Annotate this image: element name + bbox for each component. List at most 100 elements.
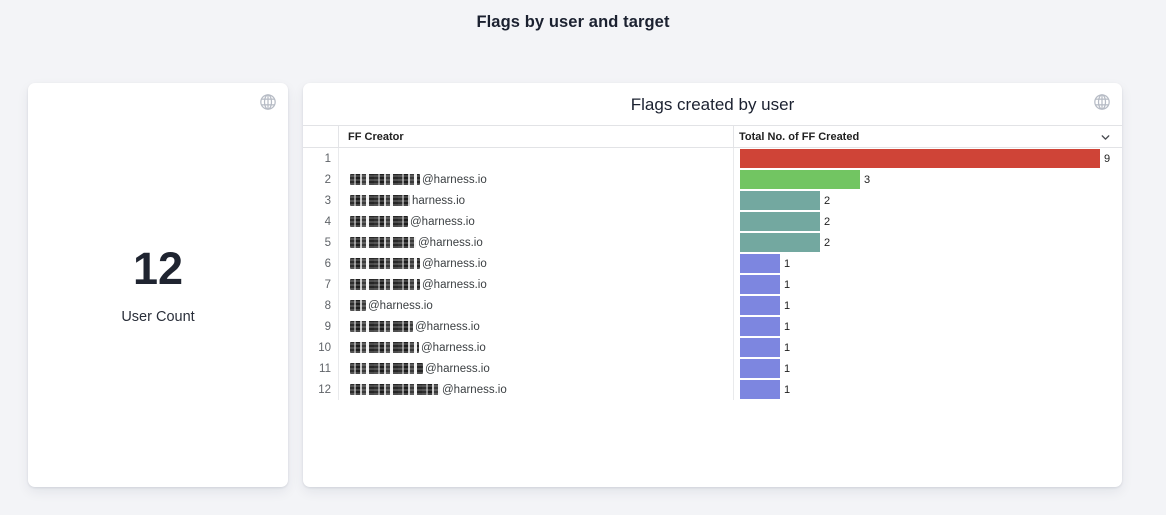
bar-value-label: 1	[784, 341, 791, 354]
creator-suffix: @harness.io	[415, 320, 480, 333]
redacted-name	[350, 300, 366, 311]
tile-title: Flags created by user	[630, 95, 795, 114]
redacted-name	[350, 195, 410, 206]
row-index: 1	[324, 152, 331, 165]
user-count-label: User Count	[121, 309, 195, 325]
table-row: 6 @harness.io 1	[303, 253, 1122, 274]
row-index: 3	[324, 194, 331, 207]
bar-cell: 1	[733, 316, 1122, 337]
redacted-name	[350, 342, 419, 353]
row-index: 6	[324, 257, 331, 270]
bar-cell: 9	[733, 148, 1122, 169]
redacted-name	[350, 363, 423, 374]
row-index-column-header	[303, 126, 338, 147]
creator-cell: harness.io	[338, 190, 733, 211]
row-index: 8	[324, 299, 331, 312]
creator-suffix: @harness.io	[422, 257, 487, 270]
bar-cell: 1	[733, 274, 1122, 295]
row-index: 4	[324, 215, 331, 228]
creator-cell: @harness.io	[338, 232, 733, 253]
bar-cell: 2	[733, 190, 1122, 211]
user-count-value: 12	[132, 243, 184, 294]
redacted-name	[350, 216, 408, 227]
total-ff-label: Total No. of FF Created	[739, 130, 860, 143]
bar-cell: 1	[733, 358, 1122, 379]
ff-creator-column-header[interactable]: FF Creator	[338, 126, 733, 147]
table-header-row: FF Creator Total No. of FF Created	[303, 125, 1122, 148]
creator-cell: @harness.io	[338, 316, 733, 337]
bar-cell: 1	[733, 295, 1122, 316]
value-bar[interactable]	[740, 191, 820, 210]
chevron-down-icon[interactable]	[1099, 131, 1112, 144]
creator-suffix: @harness.io	[442, 383, 507, 396]
creator-suffix: @harness.io	[422, 278, 487, 291]
bar-value-label: 2	[824, 236, 831, 249]
ff-creator-label: FF Creator	[348, 130, 404, 143]
flags-table: FF Creator Total No. of FF Created 1 9 2	[303, 125, 1122, 400]
creator-cell: @harness.io	[338, 358, 733, 379]
table-row: 9 @harness.io 1	[303, 316, 1122, 337]
bar-value-label: 1	[784, 257, 791, 270]
bar-cell: 1	[733, 379, 1122, 400]
table-row: 1 9	[303, 148, 1122, 169]
value-bar[interactable]	[740, 233, 820, 252]
creator-suffix: @harness.io	[422, 173, 487, 186]
bar-value-label: 1	[784, 299, 791, 312]
redacted-name	[350, 258, 420, 269]
value-bar[interactable]	[740, 338, 780, 357]
bar-cell: 1	[733, 337, 1122, 358]
bar-value-label: 3	[864, 173, 871, 186]
globe-icon[interactable]	[258, 92, 278, 112]
table-row: 3 harness.io 2	[303, 190, 1122, 211]
bar-cell: 1	[733, 253, 1122, 274]
creator-cell: @harness.io	[338, 274, 733, 295]
bar-value-label: 2	[824, 215, 831, 228]
dashboard-title: Flags by user and target	[476, 13, 670, 31]
creator-cell: @harness.io	[338, 337, 733, 358]
bar-value-label: 1	[784, 320, 791, 333]
creator-suffix: @harness.io	[421, 341, 486, 354]
value-bar[interactable]	[740, 212, 820, 231]
value-bar[interactable]	[740, 170, 860, 189]
value-bar[interactable]	[740, 296, 780, 315]
redacted-name	[350, 321, 413, 332]
creator-cell: @harness.io	[338, 169, 733, 190]
redacted-name	[350, 279, 420, 290]
value-bar[interactable]	[740, 254, 780, 273]
creator-suffix: @harness.io	[425, 362, 490, 375]
creator-suffix: @harness.io	[418, 236, 483, 249]
user-count-tile: 12 User Count	[28, 83, 288, 487]
table-row: 10 @harness.io 1	[303, 337, 1122, 358]
bar-cell: 2	[733, 211, 1122, 232]
row-index: 2	[324, 173, 331, 186]
table-row: 11 @harness.io 1	[303, 358, 1122, 379]
flags-created-tile: Flags created by user FF Creator Total N…	[303, 83, 1122, 487]
creator-cell: @harness.io	[338, 295, 733, 316]
creator-cell	[338, 148, 733, 169]
row-index: 12	[318, 383, 331, 396]
table-row: 8 @harness.io 1	[303, 295, 1122, 316]
value-bar[interactable]	[740, 275, 780, 294]
value-bar[interactable]	[740, 359, 780, 378]
creator-cell: @harness.io	[338, 379, 733, 400]
row-index: 9	[324, 320, 331, 333]
creator-suffix: @harness.io	[410, 215, 475, 228]
table-row: 12 @harness.io 1	[303, 379, 1122, 400]
bar-cell: 3	[733, 169, 1122, 190]
table-row: 5 @harness.io 2	[303, 232, 1122, 253]
globe-icon[interactable]	[1092, 92, 1112, 112]
value-bar[interactable]	[740, 317, 780, 336]
creator-suffix: @harness.io	[368, 299, 433, 312]
row-index: 7	[324, 278, 331, 291]
redacted-name	[350, 237, 416, 248]
bar-value-label: 1	[784, 278, 791, 291]
row-index: 11	[319, 362, 331, 375]
row-index: 10	[318, 341, 331, 354]
total-ff-column-header[interactable]: Total No. of FF Created	[733, 126, 1122, 147]
bar-value-label: 9	[1104, 152, 1111, 165]
value-bar[interactable]	[740, 149, 1100, 168]
creator-suffix: harness.io	[412, 194, 466, 207]
redacted-name	[350, 384, 440, 395]
creator-cell: @harness.io	[338, 253, 733, 274]
value-bar[interactable]	[740, 380, 780, 399]
